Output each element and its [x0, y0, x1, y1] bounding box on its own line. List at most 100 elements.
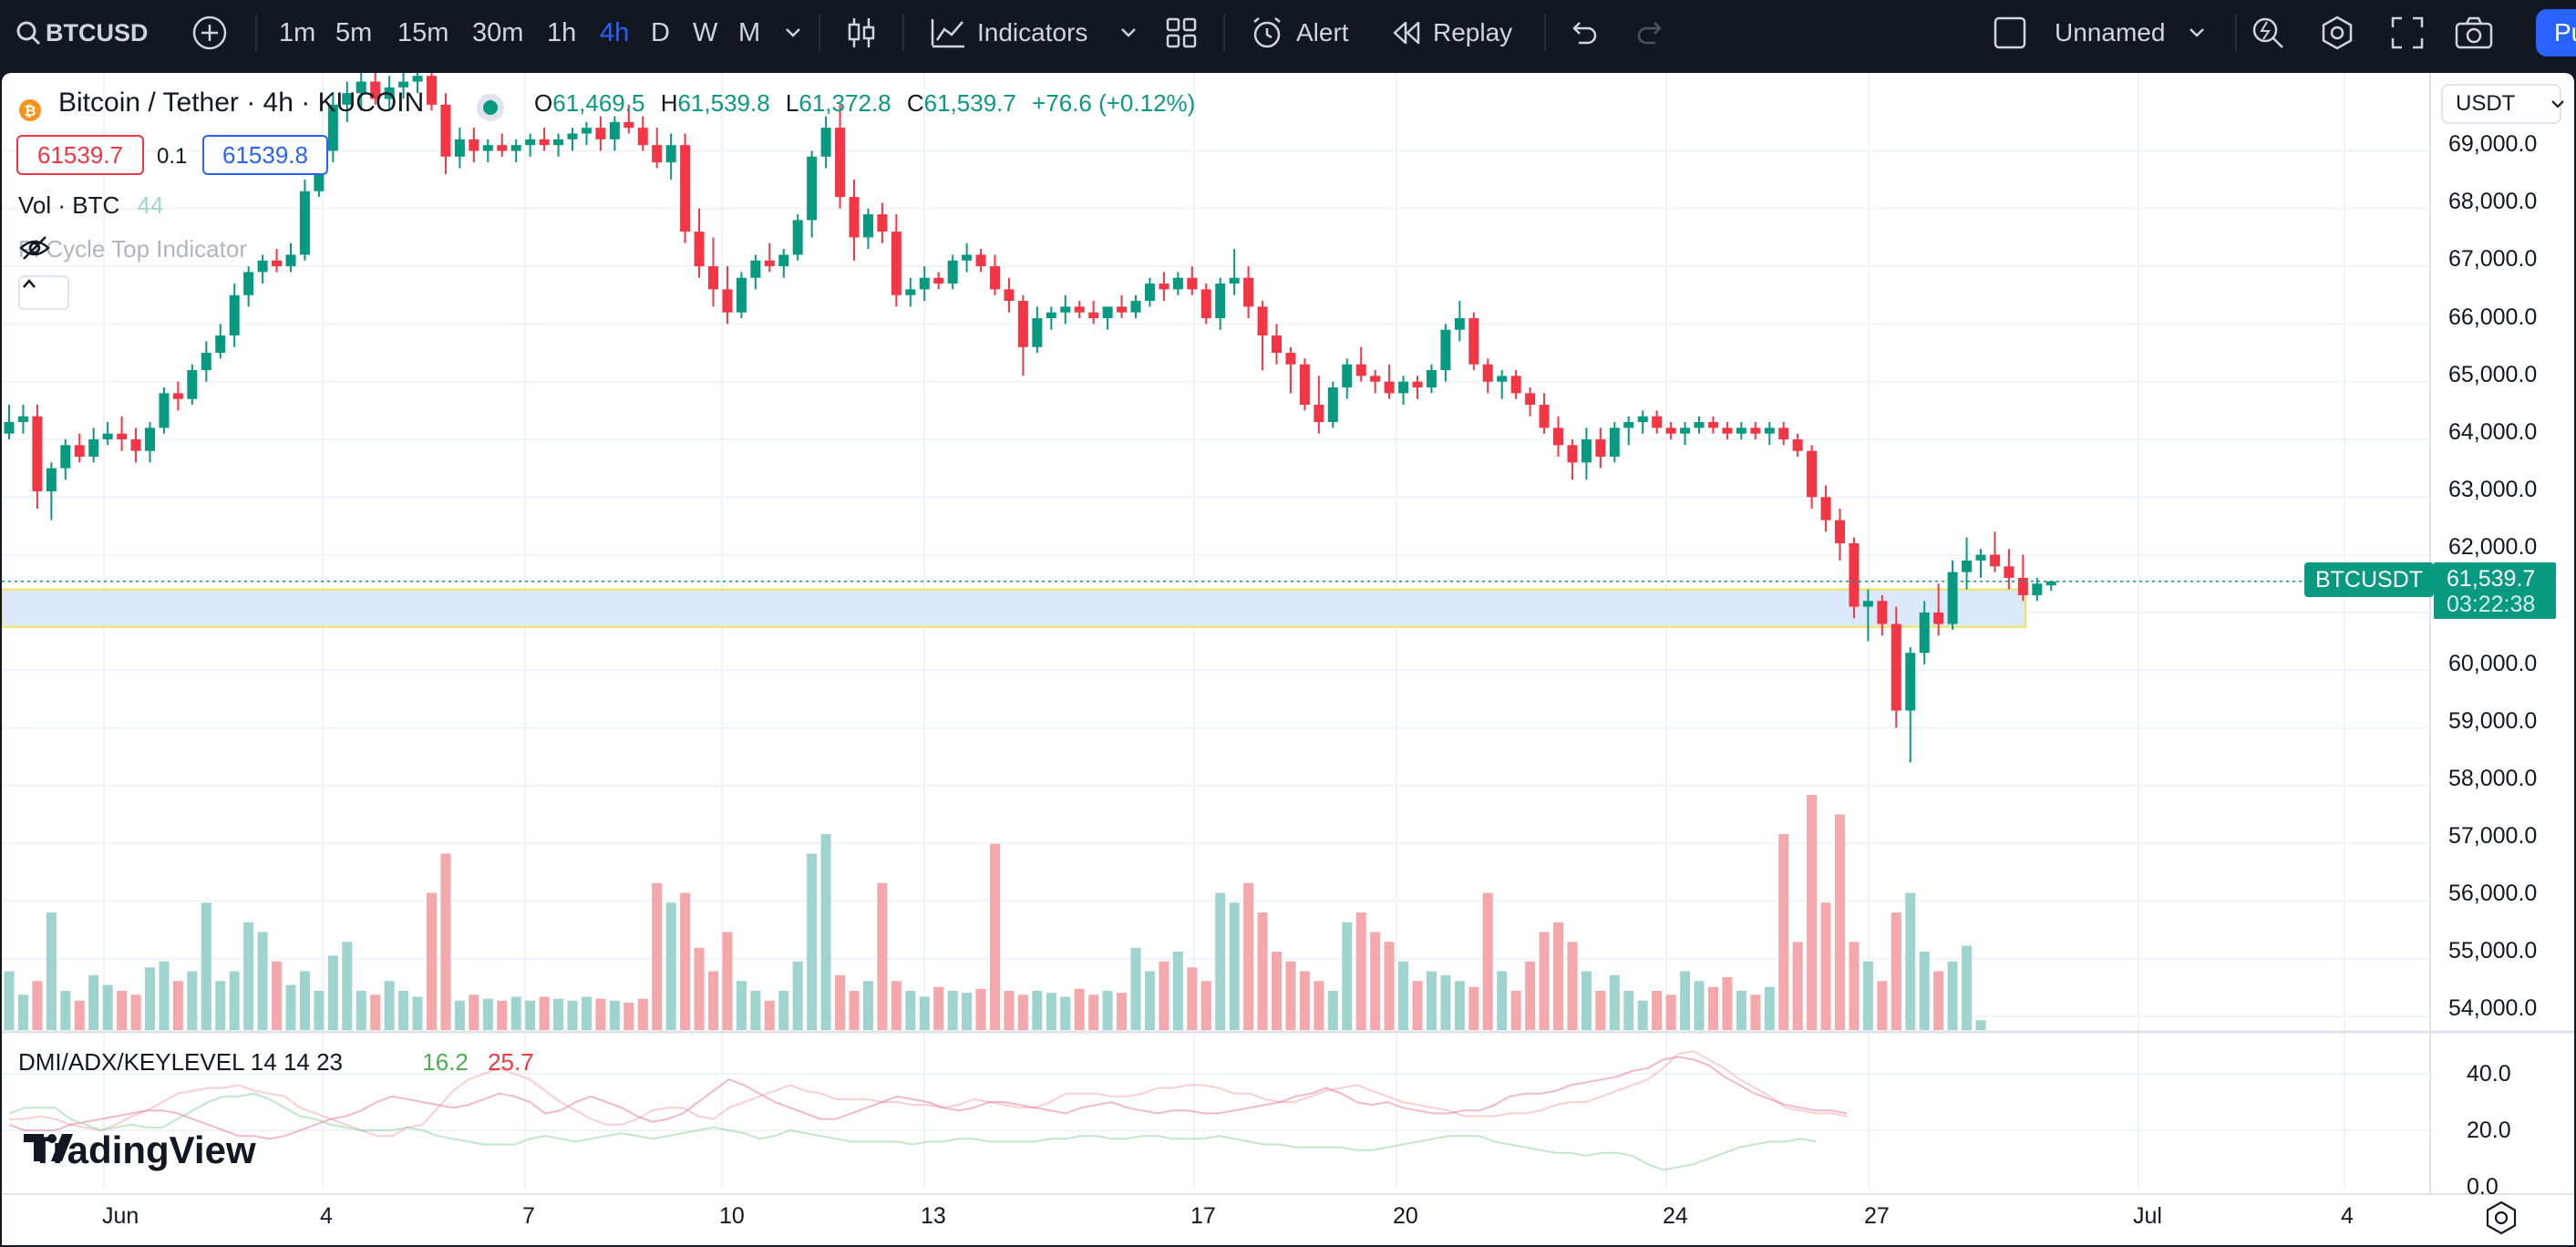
volume-bar — [1314, 981, 1324, 1030]
candle-body — [736, 277, 747, 313]
fullscreen-button[interactable] — [2390, 0, 2425, 66]
collapse-legend-button[interactable] — [18, 275, 69, 310]
compare-symbol-button[interactable] — [191, 0, 228, 66]
candle-body — [2032, 583, 2043, 595]
candle-body — [215, 335, 226, 354]
volume-bar — [1525, 961, 1536, 1030]
quick-search-icon — [2250, 15, 2286, 51]
timeframe-1h[interactable]: 1h — [547, 17, 577, 47]
timeframe-5m[interactable]: 5m — [335, 17, 373, 47]
sell-price-button[interactable]: 61539.7 — [16, 135, 144, 175]
indicators-button[interactable]: Indicators — [930, 0, 1087, 66]
candle-body — [1370, 376, 1381, 382]
candle-body — [820, 128, 831, 157]
timeframe-w[interactable]: W — [693, 17, 718, 47]
undo-button[interactable] — [1568, 0, 1599, 66]
candle-body — [172, 393, 183, 399]
alert-button[interactable]: Alert — [1249, 0, 1349, 66]
volume-bar — [1595, 991, 1606, 1030]
dmi-axis-label: 20.0 — [2467, 1118, 2511, 1143]
volume-bar — [933, 986, 944, 1030]
templates-button[interactable] — [1165, 0, 1198, 66]
candle-body — [272, 260, 283, 267]
price-chart-canvas[interactable] — [2, 73, 2574, 1245]
chevron-down-icon — [1119, 26, 1138, 39]
close-value: 61,539.7 — [923, 89, 1016, 117]
volume-bar — [482, 998, 493, 1030]
timeframe-d[interactable]: D — [651, 17, 670, 47]
volume-bar — [750, 991, 761, 1030]
volume-bar — [1412, 981, 1423, 1030]
time-axis-label: 10 — [719, 1203, 745, 1229]
timeframe-4h[interactable]: 4h — [600, 17, 630, 47]
snapshot-button[interactable] — [2454, 0, 2494, 66]
volume-bar — [722, 932, 733, 1030]
volume-bar — [1623, 991, 1634, 1030]
timeframe-dropdown[interactable] — [784, 0, 802, 66]
currency-selector[interactable]: USDT — [2441, 84, 2564, 124]
volume-bar — [130, 995, 141, 1030]
candle-body — [1862, 601, 1873, 607]
settings-button[interactable] — [2319, 0, 2355, 66]
volume-bar — [919, 996, 930, 1030]
candle-body — [1017, 301, 1028, 347]
quick-search-button[interactable] — [2250, 0, 2286, 66]
layout-dropdown[interactable] — [2188, 0, 2206, 66]
volume-bar — [553, 998, 564, 1030]
candle-body — [130, 439, 141, 451]
candle-body — [708, 266, 718, 290]
volume-bar — [229, 971, 240, 1030]
candle-body — [1595, 439, 1606, 457]
volume-bar — [4, 971, 15, 1030]
volume-bar — [1510, 991, 1521, 1030]
volume-bar — [1736, 991, 1747, 1030]
candle-body — [1581, 439, 1592, 463]
candle-body — [1510, 376, 1521, 394]
dmi-legend[interactable]: DMI/ADX/KEYLEVEL 14 14 23 16.2 25.7 — [18, 1048, 534, 1077]
candle-body — [1989, 554, 2000, 567]
chevron-down-icon — [784, 26, 802, 39]
volume-bar — [497, 1000, 508, 1030]
last-price: 61,539.7 — [2447, 566, 2536, 592]
volume-bar — [1327, 991, 1338, 1030]
volume-bar — [1877, 981, 1888, 1030]
publish-button[interactable]: Pub — [2536, 9, 2576, 57]
volume-legend[interactable]: Vol · BTC 44 — [18, 191, 163, 220]
fullscreen-icon — [2390, 15, 2425, 50]
candle-body — [567, 133, 578, 139]
layout-button[interactable] — [1993, 0, 2027, 66]
candle-body — [1539, 405, 1550, 428]
timeframe-30m[interactable]: 30m — [472, 17, 524, 47]
chart-type-button[interactable] — [846, 0, 877, 66]
pi-cycle-legend[interactable]: Pi Cycle Top Indicator — [18, 235, 266, 263]
timeframe-m[interactable]: M — [738, 17, 761, 47]
candle-body — [159, 393, 170, 428]
time-axis-label: 20 — [1393, 1203, 1418, 1229]
volume-bar — [1764, 986, 1775, 1030]
time-axis-label: 24 — [1663, 1203, 1688, 1229]
chart-pane[interactable]: ₿ Bitcoin / Tether · 4h · KUCOIN O61,469… — [2, 73, 2574, 1245]
layout-name-button[interactable]: Unnamed — [2055, 0, 2165, 66]
volume-bar — [1482, 892, 1493, 1030]
timeframe-1m[interactable]: 1m — [279, 17, 316, 47]
replay-button[interactable]: Replay — [1391, 0, 1512, 66]
tradingview-logo[interactable]: TradingView — [22, 1128, 256, 1172]
candle-body — [525, 139, 536, 146]
indicators-icon — [930, 16, 966, 49]
indicators-dropdown[interactable] — [1119, 0, 1138, 66]
rewind-icon — [1391, 19, 1422, 46]
candle-body — [1637, 416, 1648, 423]
candle-body — [1877, 601, 1888, 624]
timeframe-15m[interactable]: 15m — [397, 17, 449, 47]
redo-button[interactable] — [1635, 0, 1666, 66]
open-key: O — [534, 89, 553, 117]
candlestick-icon — [846, 15, 877, 51]
volume-bar — [1947, 961, 1958, 1030]
candle-body — [1919, 612, 1930, 654]
symbol-search-button[interactable]: BTCUSD — [15, 0, 149, 66]
buy-price-button[interactable]: 61539.8 — [202, 135, 328, 175]
high-key: H — [660, 89, 678, 117]
volume-bar — [342, 942, 353, 1030]
svg-text:₿: ₿ — [24, 102, 36, 119]
candle-body — [1792, 439, 1803, 451]
